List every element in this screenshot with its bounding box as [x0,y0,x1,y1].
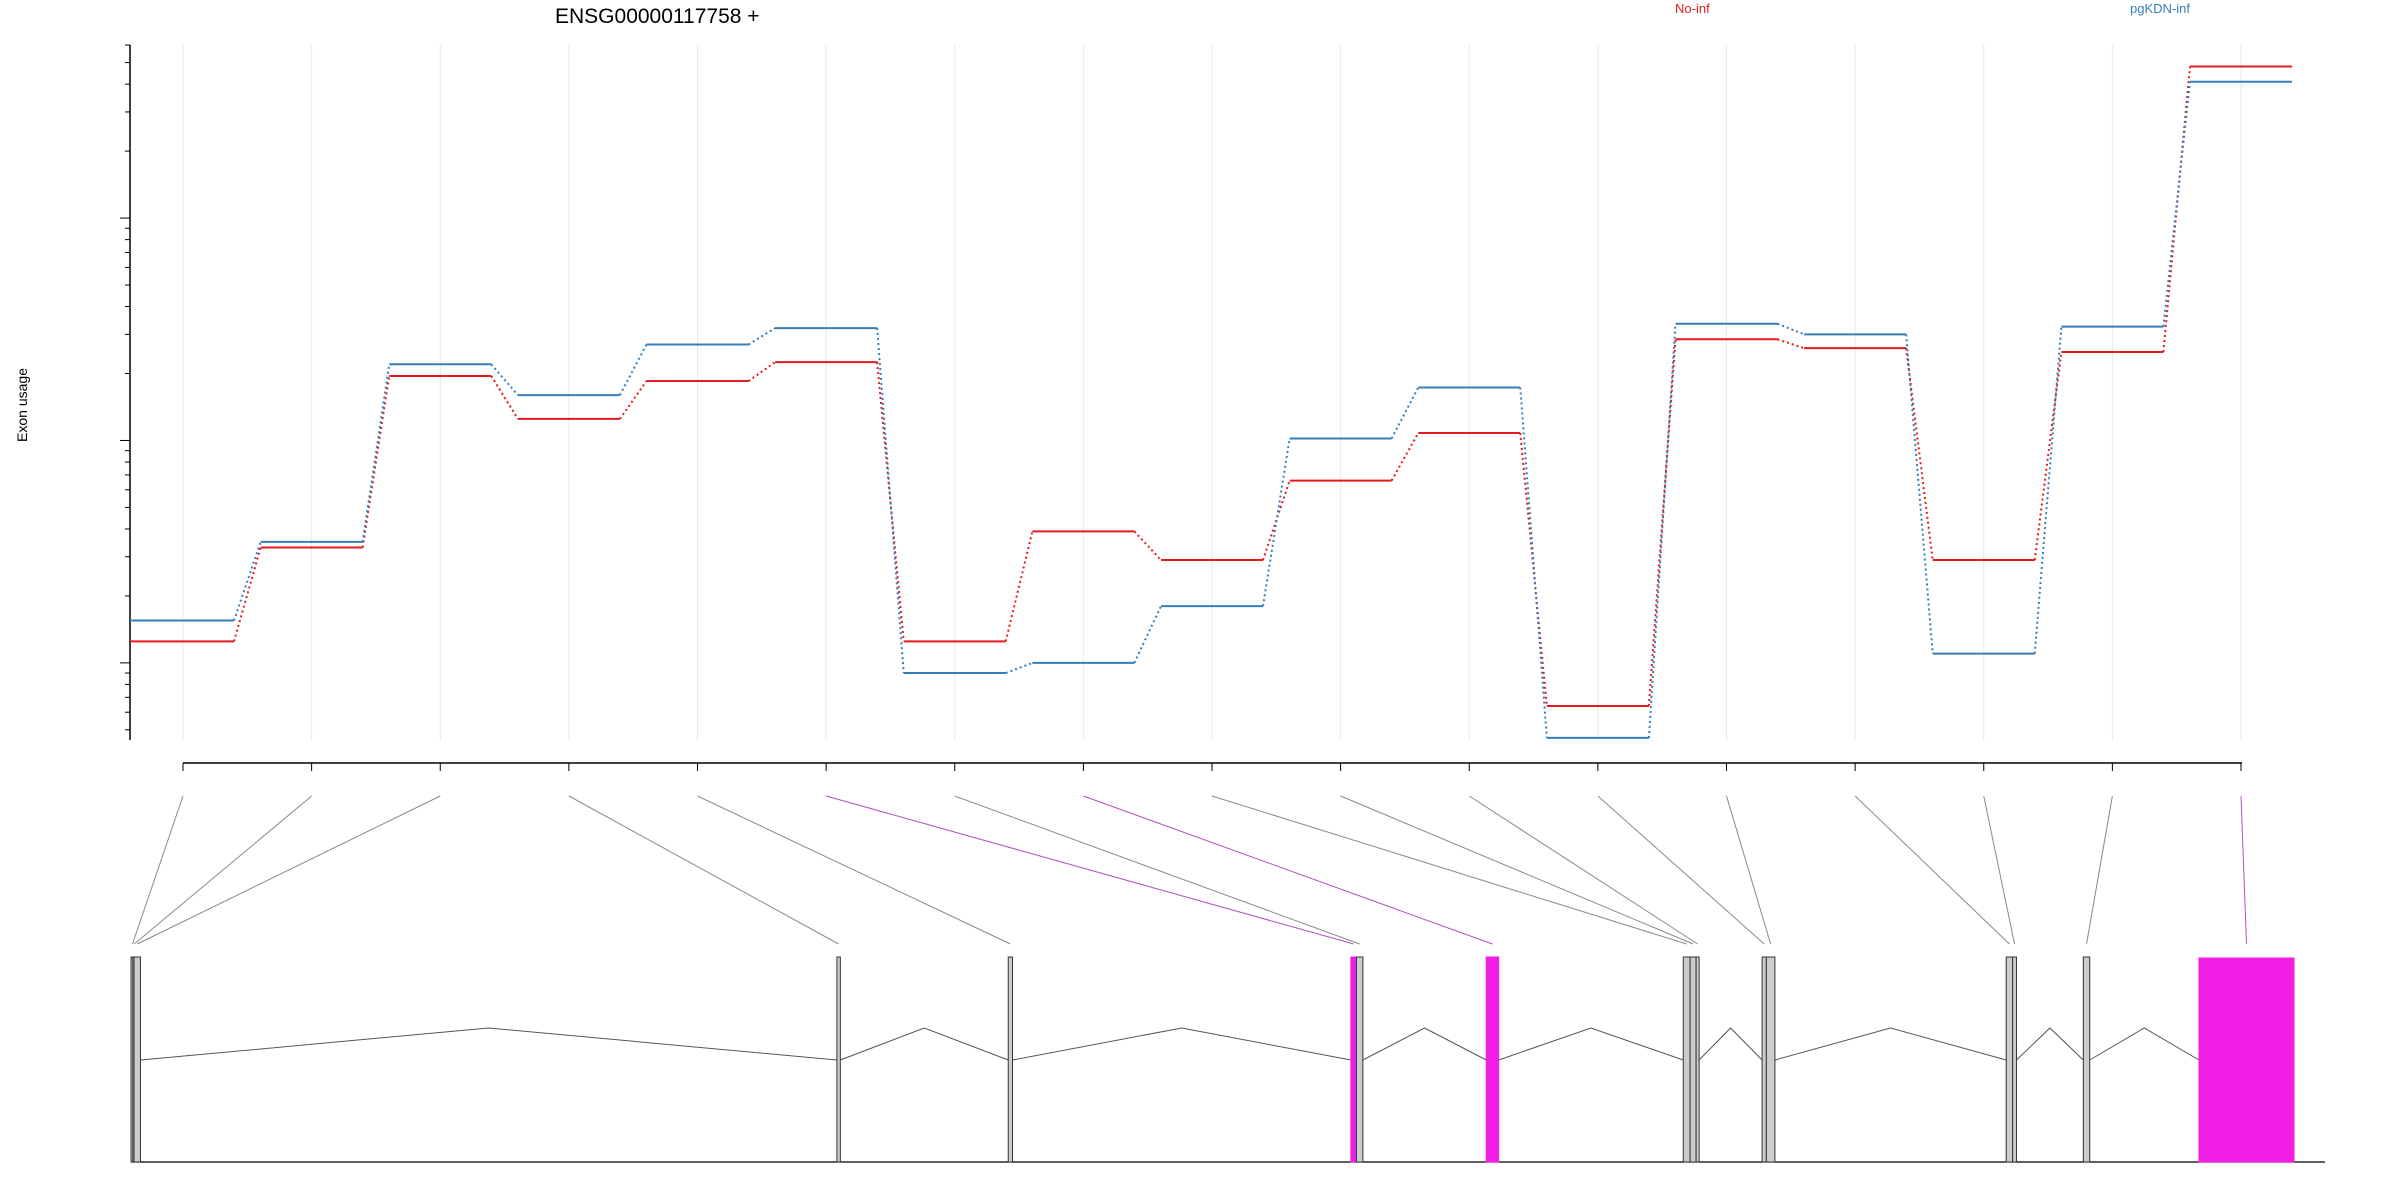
intron-line [1698,1027,1763,1061]
exon-box-e011 [1695,956,1700,1163]
series-1-connector [1777,322,1805,336]
series-1-connector [361,364,391,543]
legend-entry-pgkdn-inf: pgKDN-inf [2130,1,2190,16]
series-0-connector [490,375,519,420]
series-1-connector [233,541,262,621]
exon-connector-e015 [1983,795,2016,945]
legend-entry-no-inf: No-inf [1675,1,1710,16]
series-1-connector [747,327,776,346]
exon-box-e008 [1485,956,1500,1163]
exon-connector-e001 [132,795,184,945]
series-1-connector [2162,81,2191,327]
series-1-connector [1519,387,1548,738]
gene-model-track [130,795,2325,1163]
series-0-connector [1390,432,1420,482]
exon-connector-e005 [697,795,1011,945]
series-0-connector [2162,66,2191,353]
series-1-connector [618,344,648,396]
intron-line [840,1027,1009,1061]
intron-line [1012,1027,1351,1061]
series-pgkdn-inf [130,80,2292,739]
exon-connector-e006 [825,795,1354,945]
series-0-connector [747,361,776,382]
exon-connector-e012 [1597,795,1765,945]
series-1-connector [1005,661,1033,674]
intron-line [1362,1027,1487,1061]
intron-line [1774,1027,2007,1061]
exon-connector-e002 [133,795,312,945]
exon-connector-e007 [954,795,1360,945]
series-0-connector [1133,530,1162,561]
series-0-connector [361,375,391,548]
series-0-connector [1777,338,1805,350]
series-0-connector [619,380,648,420]
series-0-connector [233,547,262,642]
series-0-connector [1905,348,1934,561]
exon-box-e007 [1355,956,1364,1163]
exon-box-e009 [1682,956,1691,1163]
exon-connector-e017 [2240,795,2247,945]
exon-connector-e016 [2086,795,2113,945]
exon-connector-e003 [137,795,441,945]
intron-line [2089,1027,2200,1061]
series-1-connector [490,363,519,396]
exon-box-e015 [2012,956,2017,1163]
intron-line [1498,1027,1684,1061]
exon-box-e013 [1765,956,1776,1163]
series-no-inf [130,65,2292,707]
exon-box-e006 [1350,956,1357,1163]
intron-line [140,1027,837,1061]
series-1-connector [1133,605,1162,664]
series-1-connector [1905,334,1934,654]
exon-connector-e014 [1854,795,2010,945]
series-1-connector [876,328,905,674]
series-0-connector [1519,432,1548,707]
series-1-connector [1390,387,1420,440]
series-0-connector [1647,339,1677,707]
exon-connector-e011 [1468,795,1698,945]
exon-box-e004 [836,956,841,1163]
exon-box-e012 [1761,956,1767,1163]
series-1-connector [1647,323,1677,738]
chart-title: ENSG00000117758 + [555,5,760,28]
plot-area [120,44,2292,771]
y-axis-label: Exon usage [14,368,30,442]
exon-box-e016 [2082,956,2091,1163]
exon-connector-e010 [1340,795,1694,945]
series-0-connector [876,362,905,642]
exon-connector-e009 [1211,795,1687,945]
exon-box-e017 [2198,957,2295,1163]
exon-box-e005 [1007,956,1014,1163]
intron-line [2016,1027,2084,1061]
exon-connector-e013 [1726,795,1772,945]
series-1-connector [1262,438,1291,607]
exon-box-e010 [1689,956,1697,1163]
exon-box-e014 [2005,956,2014,1163]
exon-connector-e008 [1083,795,1493,945]
exon-connector-e004 [568,795,839,945]
series-0-connector [1004,531,1034,642]
exon-box-e003 [133,956,141,1163]
